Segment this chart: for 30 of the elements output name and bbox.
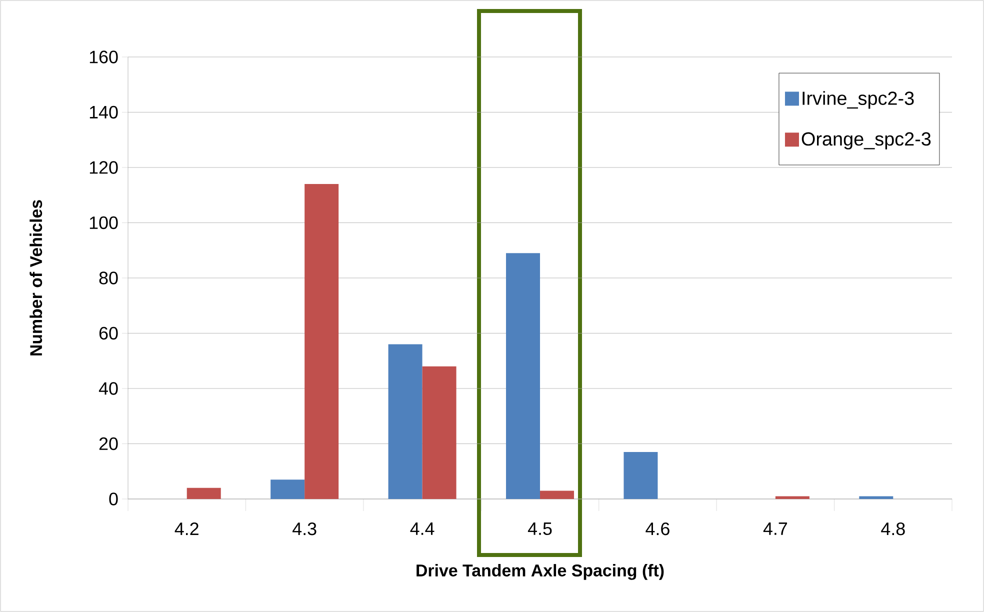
bar [304,184,339,499]
bar [186,488,221,499]
y-axis-title: Number of Vehicles [30,200,42,356]
bar [859,496,894,499]
y-tick-label: 0 [109,492,118,506]
bar [270,480,305,499]
bar [540,490,574,499]
x-tick-label: 4.5 [528,522,552,536]
x-axis-title: Drive Tandem Axle Spacing (ft) [416,564,664,580]
y-tick-label: 120 [90,161,118,174]
bar [422,366,456,499]
y-tick-label: 40 [98,382,118,395]
x-tick-label: 4.4 [410,522,434,535]
y-tick-label: 160 [90,50,118,64]
y-tick-label: 100 [90,216,118,230]
y-tick-label: 80 [99,272,118,284]
x-tick-label: 4.6 [646,522,670,536]
legend-label: Irvine_spc2-3 [802,91,914,109]
y-tick-label: 20 [99,437,118,450]
bar [775,496,810,499]
bar [388,344,422,499]
x-tick-label: 4.3 [292,522,316,536]
y-tick-label: 60 [99,326,118,340]
y-tick-label: 140 [90,106,118,119]
x-tick-label: 4.8 [881,522,905,536]
bar [624,452,658,499]
legend-label: Orange_spc2-3 [802,132,931,150]
bar [506,253,540,499]
x-tick-label: 4.7 [763,522,788,535]
x-tick-label: 4.2 [174,522,198,536]
